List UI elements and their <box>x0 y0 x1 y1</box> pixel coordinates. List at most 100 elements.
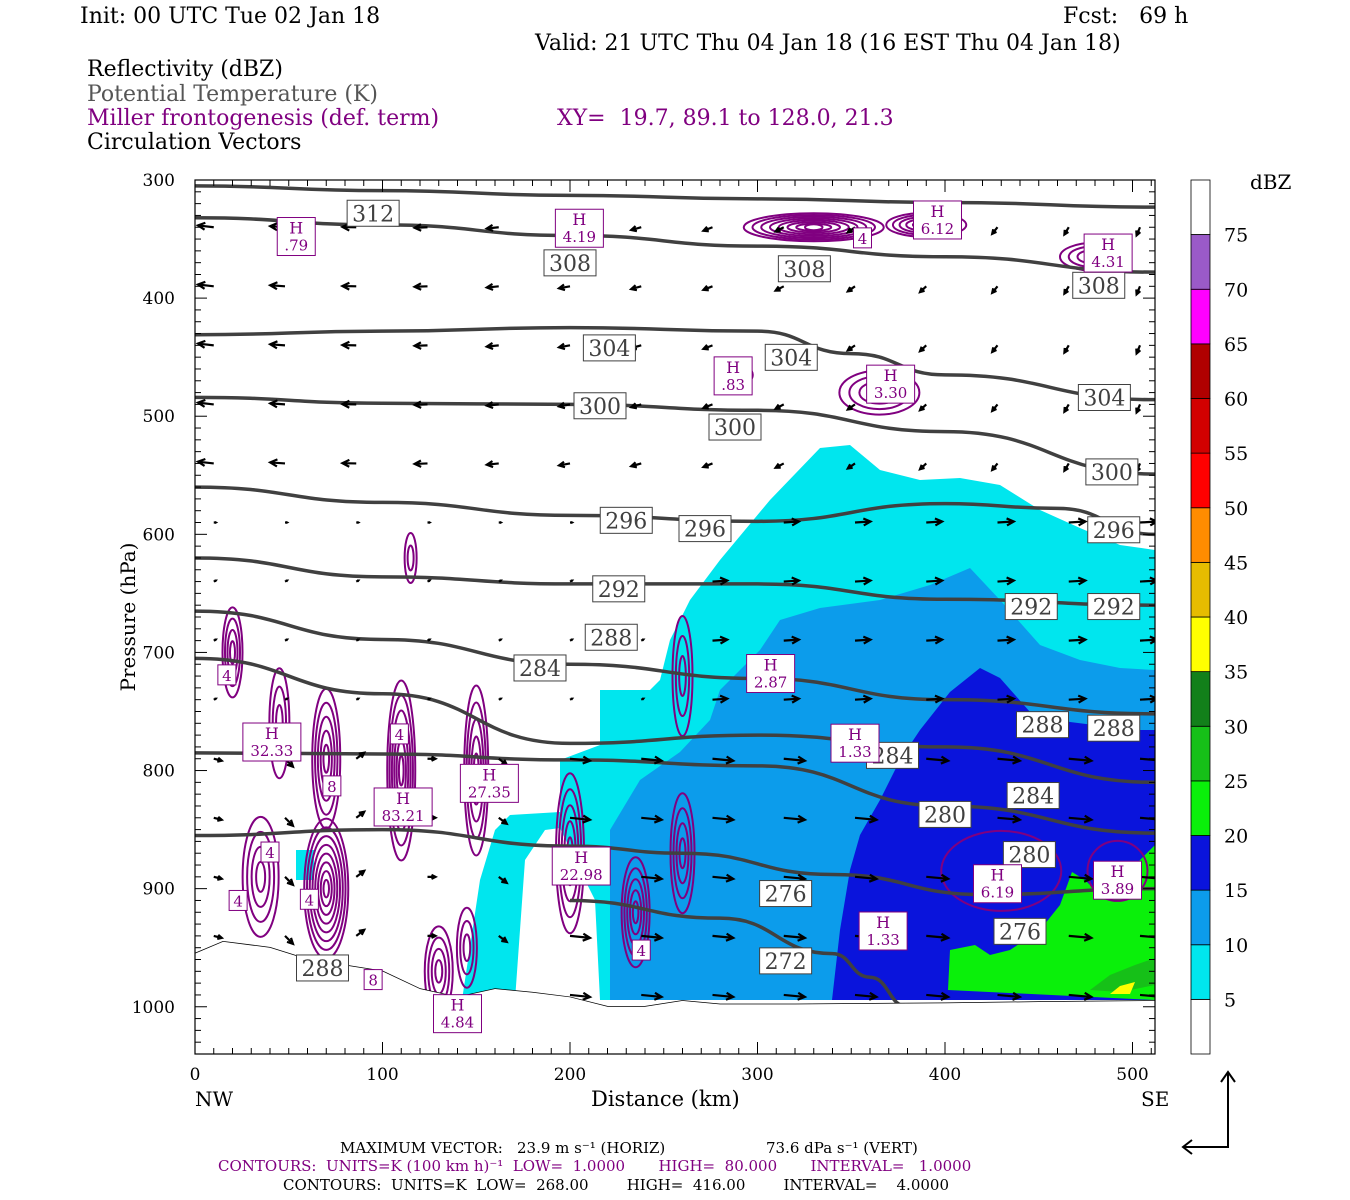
x-tick-label: 200 <box>554 1065 586 1085</box>
circulation-vector <box>712 755 736 765</box>
circulation-vector <box>783 814 808 824</box>
circulation-vector <box>997 755 1023 765</box>
circulation-vector <box>213 579 218 583</box>
circulation-vector <box>845 344 856 352</box>
circulation-vector <box>412 400 428 409</box>
circulation-vector <box>628 461 642 469</box>
fronto-ring <box>786 220 841 234</box>
circulation-vector <box>628 284 642 292</box>
theta-label: 280 <box>924 803 966 828</box>
circulation-vector <box>1139 993 1155 998</box>
theta-contour-272 <box>569 898 908 1009</box>
fronto-contour-label: 4 <box>636 942 646 960</box>
colorbar-tick-label: 50 <box>1224 498 1248 520</box>
theta-label-box <box>708 413 762 441</box>
circulation-vector <box>990 344 999 354</box>
circulation-vector <box>195 398 214 408</box>
fronto-max-label: H <box>848 725 862 744</box>
fronto-max-value: .83 <box>721 376 745 394</box>
circulation-vector <box>997 814 1023 824</box>
vector-key <box>1181 1070 1236 1155</box>
fronto-max-value: 1.33 <box>866 931 899 949</box>
colorbar-tick-label: 20 <box>1224 826 1248 848</box>
circulation-vector <box>195 280 214 290</box>
fronto-ring <box>804 223 824 232</box>
circulation-vector <box>1068 635 1088 645</box>
fronto-max-value: 22.98 <box>560 866 603 884</box>
fronto-max-value: .79 <box>284 237 308 255</box>
x-tick-label: 300 <box>741 1065 773 1085</box>
theta-label: 300 <box>714 416 756 441</box>
colorbar: 5 10 15 20 25 30 35 40 45 50 55 60 65 70 75 <box>1190 179 1248 1055</box>
circulation-vector <box>498 697 503 701</box>
theta-label: 304 <box>1083 387 1125 412</box>
circulation-vector <box>556 460 571 469</box>
circulation-vector <box>918 403 927 412</box>
fronto-max-box <box>858 911 908 951</box>
theta-label-box <box>764 343 818 371</box>
circulation-vector <box>773 285 785 292</box>
circulation-vector <box>712 873 736 883</box>
fronto-max-label: H <box>572 210 586 229</box>
theta-label-box <box>759 880 813 908</box>
fronto-ring <box>311 687 342 830</box>
axes: 0 100 200 300 400 500 300 400 500 600 700 800 900 100… <box>132 171 1156 1085</box>
circulation-vector <box>1063 226 1070 237</box>
fronto-ring <box>308 835 344 943</box>
circulation-vector <box>427 697 432 701</box>
fronto-max-value: 4.19 <box>563 228 596 246</box>
circulation-vector <box>712 991 736 1001</box>
theta-contour-292 <box>195 556 1155 607</box>
fronto-ring <box>940 829 1063 912</box>
theta-contour-284 <box>195 656 1155 785</box>
fronto-ring <box>434 959 444 984</box>
theta-label: 308 <box>1078 274 1120 299</box>
y-tick-label: 700 <box>143 643 175 663</box>
y-tick-label: 300 <box>143 171 175 191</box>
fronto-contour-label-box <box>853 227 872 249</box>
theta-label-box <box>993 917 1047 945</box>
circulation-vector <box>1068 814 1094 824</box>
circulation-vector <box>854 814 879 824</box>
theta-label: 308 <box>549 252 591 277</box>
circulation-vector <box>641 932 665 942</box>
circulation-vector <box>926 517 945 527</box>
fronto-max-value: 3.89 <box>1101 880 1134 898</box>
circulation-vector <box>356 521 361 524</box>
fronto-ring <box>403 531 418 584</box>
fronto-contour-label-box <box>389 723 409 745</box>
theta-label-box <box>678 515 732 543</box>
theta-label: 312 <box>352 202 394 227</box>
circulation-vector <box>783 932 808 942</box>
y-tick-label: 600 <box>143 525 175 545</box>
fronto-ring <box>430 947 447 995</box>
circulation-vector <box>918 462 927 471</box>
circulation-vector <box>783 517 802 527</box>
fronto-max-value: 4.84 <box>441 1014 474 1032</box>
x-tick-label: 400 <box>929 1065 961 1085</box>
circulation-vector <box>854 635 873 645</box>
circulation-vector <box>213 934 225 940</box>
circulation-vector <box>412 459 428 468</box>
circulation-vector <box>773 462 785 469</box>
fronto-contour-label-box <box>631 939 651 961</box>
colorbar-swatch <box>1190 561 1211 618</box>
theta-label: 292 <box>598 578 640 603</box>
y-tick-label: 900 <box>143 880 175 900</box>
x-end-nw: NW <box>195 1087 234 1111</box>
fronto-max-value: 4.31 <box>1091 253 1124 271</box>
circulation-vector <box>926 991 951 1001</box>
colorbar-tick-label: 35 <box>1224 662 1248 684</box>
circulation-vector <box>1139 757 1155 762</box>
circulation-vector <box>990 403 999 413</box>
circulation-vector <box>412 223 428 232</box>
circulation-vector <box>773 226 785 233</box>
circulation-vector <box>427 638 432 642</box>
fronto-max-value: 27.35 <box>468 783 511 801</box>
fronto-ring <box>760 215 868 239</box>
max-vector-label: MAXIMUM VECTOR: <box>340 1139 503 1157</box>
field-reflectivity: Reflectivity (dBZ) <box>87 57 283 82</box>
x-tick-label: 500 <box>1116 1065 1148 1085</box>
fronto-ring <box>462 933 472 963</box>
circulation-vector <box>773 403 785 410</box>
